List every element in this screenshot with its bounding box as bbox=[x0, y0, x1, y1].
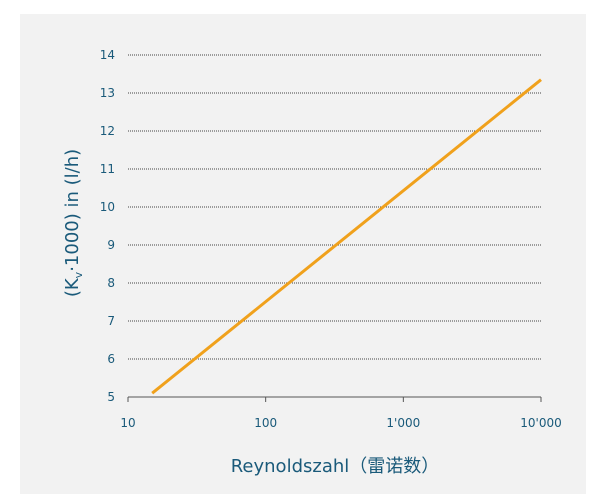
x-axis-tick-labels: 10 100 1'000 10'000 bbox=[120, 416, 561, 430]
grid-lines bbox=[128, 54, 541, 398]
y-tick-label: 10 bbox=[100, 200, 115, 214]
x-axis-ticks bbox=[127, 397, 542, 402]
y-tick-label: 5 bbox=[107, 390, 115, 404]
x-tick-label: 10 bbox=[120, 416, 135, 430]
y-tick-label: 14 bbox=[100, 48, 115, 62]
y-axis-tick-labels: 5 6 7 8 9 10 11 12 13 14 bbox=[100, 48, 115, 404]
x-tick-label: 1'000 bbox=[386, 416, 420, 430]
x-tick-label: 100 bbox=[254, 416, 277, 430]
y-axis-title-main: (K bbox=[62, 277, 83, 297]
series-line bbox=[151, 78, 542, 395]
y-axis-title-subscript: v bbox=[72, 271, 85, 278]
y-axis-title: (Kv·1000) in (l/h) bbox=[62, 149, 85, 297]
chart-panel bbox=[20, 14, 586, 494]
y-tick-label: 6 bbox=[107, 352, 115, 366]
y-tick-label: 11 bbox=[100, 162, 115, 176]
y-tick-label: 7 bbox=[107, 314, 115, 328]
x-tick-label: 10'000 bbox=[520, 416, 561, 430]
y-axis-title-rest: ·1000) in (l/h) bbox=[62, 149, 83, 272]
y-tick-label: 13 bbox=[100, 86, 115, 100]
x-axis-title: Reynoldszahl（雷诺数） bbox=[231, 456, 440, 477]
series-group bbox=[151, 78, 542, 395]
y-tick-label: 8 bbox=[107, 276, 115, 290]
y-tick-label: 12 bbox=[100, 124, 115, 138]
y-tick-label: 9 bbox=[107, 238, 115, 252]
